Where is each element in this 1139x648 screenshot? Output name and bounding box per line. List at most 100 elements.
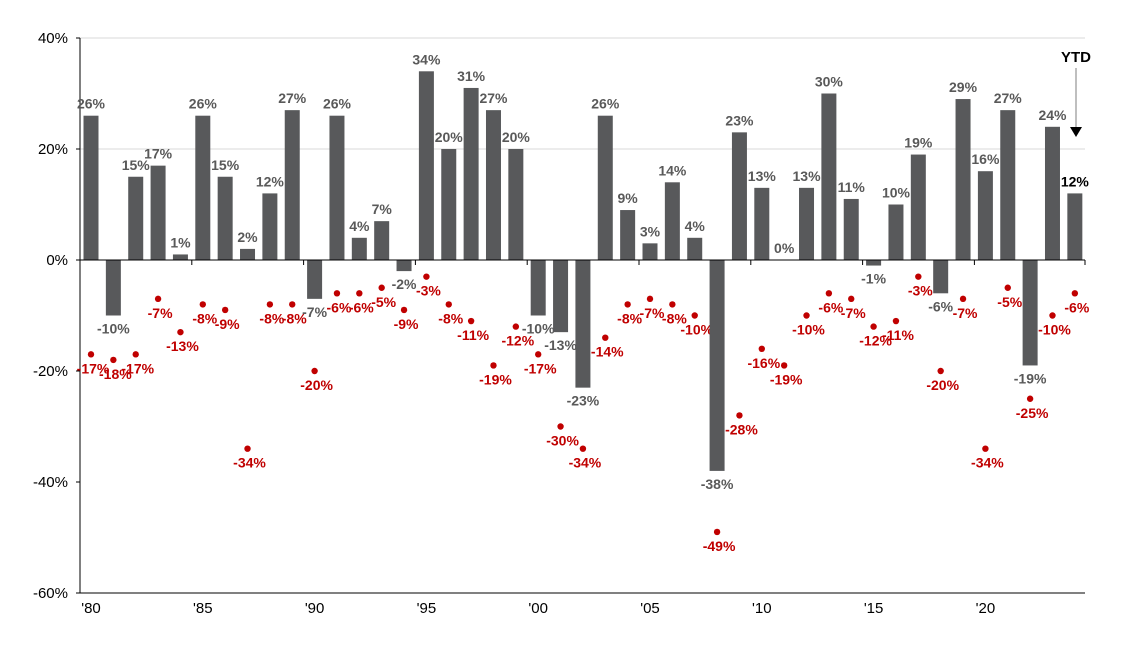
decline-dot-2002 (579, 445, 587, 452)
y-tick-label: -60% (33, 585, 68, 602)
bar-label-2001: -13% (544, 337, 577, 353)
bar-2014 (843, 198, 859, 260)
bar-label-2007: 4% (685, 218, 706, 234)
bar-1997 (463, 87, 479, 260)
decline-label-2008: -49% (703, 538, 736, 554)
decline-dot-1998 (490, 362, 497, 369)
x-tick-label: '85 (193, 600, 213, 617)
decline-label-1989: -8% (282, 310, 307, 326)
decline-label-2003: -14% (591, 344, 624, 360)
decline-label-2021: -5% (997, 294, 1022, 310)
decline-label-2015: -12% (859, 333, 892, 349)
decline-label-2020: -34% (971, 455, 1004, 471)
decline-dot-2019 (959, 295, 967, 303)
decline-dot-2006 (669, 301, 676, 308)
decline-label-1981: -18% (99, 366, 132, 382)
bar-1982 (128, 176, 144, 260)
decline-label-2017: -3% (908, 283, 933, 299)
ytd-label: YTD (1061, 49, 1091, 66)
bar-2022 (1022, 260, 1038, 366)
bar-1999 (508, 149, 524, 260)
x-tick-label: '15 (864, 600, 884, 617)
bar-1998 (485, 110, 501, 261)
decline-dot-1983 (154, 295, 162, 303)
bar-label-2012: 13% (793, 168, 822, 184)
decline-dot-2021 (1004, 284, 1011, 291)
bar-2008 (709, 260, 725, 471)
bar-1986 (217, 176, 233, 260)
decline-label-2022: -25% (1016, 405, 1049, 421)
bar-label-1994: -2% (392, 276, 417, 292)
bar-label-2022: -19% (1014, 370, 1047, 386)
decline-label-2004: -8% (617, 310, 642, 326)
bar-label-2017: 19% (904, 135, 933, 151)
y-tick-label: -40% (33, 474, 68, 491)
decline-dot-2010 (758, 345, 765, 352)
bar-2001 (553, 260, 569, 333)
bar-label-1986: 15% (211, 157, 240, 173)
decline-dot-1984 (177, 328, 184, 336)
decline-dot-1985 (199, 301, 206, 308)
bar-label-1987: 2% (237, 229, 258, 245)
bar-label-1997: 31% (457, 68, 486, 84)
decline-dot-2016 (892, 317, 900, 325)
bar-label-2016: 10% (882, 185, 911, 201)
decline-label-1986: -9% (215, 316, 240, 332)
decline-label-1997: -11% (457, 327, 489, 343)
decline-dot-1993 (378, 284, 385, 291)
bar-2000 (530, 260, 546, 316)
bar-label-1998: 27% (479, 90, 508, 106)
decline-dot-1996 (445, 301, 452, 308)
bar-label-1980: 26% (77, 96, 106, 112)
bar-label-2008: -38% (701, 476, 734, 492)
decline-label-1996: -8% (438, 310, 463, 326)
bar-label-2006: 14% (658, 162, 687, 178)
decline-dot-1991 (333, 290, 341, 297)
decline-dot-1987 (244, 445, 251, 452)
decline-label-1992: -6% (349, 299, 374, 315)
decline-dot-1988 (266, 301, 274, 308)
bar-label-1983: 17% (144, 146, 173, 162)
bar-1985 (195, 115, 211, 260)
decline-label-2002: -34% (569, 455, 602, 471)
decline-dot-2014 (848, 295, 855, 303)
bar-2009 (731, 132, 747, 260)
decline-dot-2007 (691, 312, 698, 319)
bar-label-2000: -10% (522, 321, 555, 337)
decline-dot-2000 (535, 351, 542, 358)
decline-dot-1990 (311, 367, 318, 375)
bar-label-2014: 11% (838, 179, 866, 195)
bar-1980 (83, 115, 99, 260)
decline-dot-2003 (602, 334, 609, 341)
decline-label-2016: -11% (882, 327, 914, 343)
decline-label-1999: -12% (501, 333, 534, 349)
bar-label-2013: 30% (815, 74, 844, 90)
decline-dot-2023 (1049, 312, 1056, 319)
bar-1991 (329, 115, 345, 260)
bar-label-1989: 27% (278, 90, 307, 106)
bar-label-1982: 15% (122, 157, 151, 173)
bar-1981 (105, 260, 121, 316)
bar-2005 (642, 243, 658, 260)
decline-label-1980: -17% (77, 360, 110, 376)
decline-label-2005: -7% (640, 305, 665, 321)
decline-label-2019: -7% (953, 305, 978, 321)
decline-dot-2009 (736, 412, 743, 419)
decline-dot-1999 (512, 323, 520, 330)
decline-label-1987: -34% (233, 455, 266, 471)
bar-label-1992: 4% (349, 218, 370, 234)
decline-label-1993: -5% (371, 294, 396, 310)
bar-1988 (262, 193, 278, 260)
bar-label-1991: 26% (323, 96, 352, 112)
decline-label-1995: -3% (416, 283, 441, 299)
decline-dot-2020 (982, 445, 989, 452)
bar-1984 (172, 254, 188, 260)
decline-label-2009: -28% (725, 421, 758, 437)
decline-dot-2013 (825, 290, 833, 297)
bar-1989 (284, 110, 300, 261)
bar-label-2019: 29% (949, 79, 978, 95)
decline-dot-1982 (132, 351, 139, 358)
bar-label-1993: 7% (372, 201, 393, 217)
bar-label-2004: 9% (618, 190, 639, 206)
